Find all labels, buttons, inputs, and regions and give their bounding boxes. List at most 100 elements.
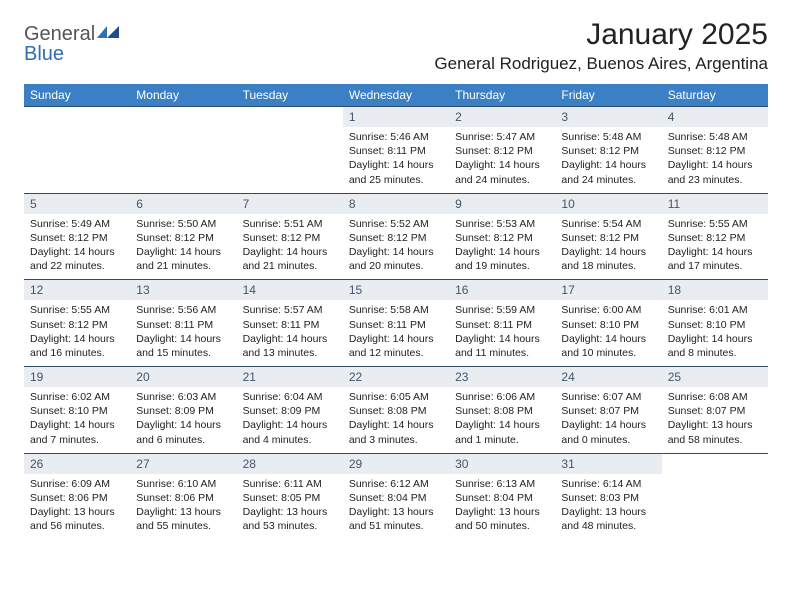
calendar-day-cell: 13Sunrise: 5:56 AMSunset: 8:11 PMDayligh… [130, 280, 236, 367]
calendar-day-cell: 9Sunrise: 5:53 AMSunset: 8:12 PMDaylight… [449, 193, 555, 280]
calendar-week-row: 5Sunrise: 5:49 AMSunset: 8:12 PMDaylight… [24, 193, 768, 280]
logo-word1: General [24, 23, 95, 45]
weekday-header: Sunday [24, 84, 130, 107]
day-details: Sunrise: 6:13 AMSunset: 8:04 PMDaylight:… [449, 474, 555, 540]
calendar-day-cell: 15Sunrise: 5:58 AMSunset: 8:11 PMDayligh… [343, 280, 449, 367]
day-number: 7 [237, 194, 343, 214]
day-number: 30 [449, 454, 555, 474]
weekday-header-row: SundayMondayTuesdayWednesdayThursdayFrid… [24, 84, 768, 107]
day-details: Sunrise: 6:12 AMSunset: 8:04 PMDaylight:… [343, 474, 449, 540]
weekday-header: Thursday [449, 84, 555, 107]
calendar-day-cell: 22Sunrise: 6:05 AMSunset: 8:08 PMDayligh… [343, 367, 449, 454]
calendar-day-cell [130, 107, 236, 194]
day-details: Sunrise: 5:52 AMSunset: 8:12 PMDaylight:… [343, 214, 449, 280]
calendar-day-cell: 7Sunrise: 5:51 AMSunset: 8:12 PMDaylight… [237, 193, 343, 280]
calendar-day-cell: 28Sunrise: 6:11 AMSunset: 8:05 PMDayligh… [237, 453, 343, 539]
calendar-day-cell: 19Sunrise: 6:02 AMSunset: 8:10 PMDayligh… [24, 367, 130, 454]
day-number: 4 [662, 107, 768, 127]
day-number: 19 [24, 367, 130, 387]
calendar-table: SundayMondayTuesdayWednesdayThursdayFrid… [24, 84, 768, 539]
calendar-day-cell: 1Sunrise: 5:46 AMSunset: 8:11 PMDaylight… [343, 107, 449, 194]
day-details: Sunrise: 6:02 AMSunset: 8:10 PMDaylight:… [24, 387, 130, 453]
weekday-header: Tuesday [237, 84, 343, 107]
day-details: Sunrise: 5:47 AMSunset: 8:12 PMDaylight:… [449, 127, 555, 193]
calendar-day-cell: 16Sunrise: 5:59 AMSunset: 8:11 PMDayligh… [449, 280, 555, 367]
day-number: 16 [449, 280, 555, 300]
day-details: Sunrise: 6:10 AMSunset: 8:06 PMDaylight:… [130, 474, 236, 540]
day-details: Sunrise: 5:50 AMSunset: 8:12 PMDaylight:… [130, 214, 236, 280]
day-number: 27 [130, 454, 236, 474]
calendar-day-cell: 25Sunrise: 6:08 AMSunset: 8:07 PMDayligh… [662, 367, 768, 454]
day-number: 14 [237, 280, 343, 300]
day-details: Sunrise: 6:05 AMSunset: 8:08 PMDaylight:… [343, 387, 449, 453]
calendar-day-cell: 11Sunrise: 5:55 AMSunset: 8:12 PMDayligh… [662, 193, 768, 280]
calendar-day-cell: 18Sunrise: 6:01 AMSunset: 8:10 PMDayligh… [662, 280, 768, 367]
day-number: 10 [555, 194, 661, 214]
day-number: 31 [555, 454, 661, 474]
calendar-day-cell: 30Sunrise: 6:13 AMSunset: 8:04 PMDayligh… [449, 453, 555, 539]
calendar-week-row: 12Sunrise: 5:55 AMSunset: 8:12 PMDayligh… [24, 280, 768, 367]
day-details: Sunrise: 6:09 AMSunset: 8:06 PMDaylight:… [24, 474, 130, 540]
day-number: 3 [555, 107, 661, 127]
logo-word2: Blue [24, 44, 119, 64]
day-details: Sunrise: 5:57 AMSunset: 8:11 PMDaylight:… [237, 300, 343, 366]
calendar-day-cell: 29Sunrise: 6:12 AMSunset: 8:04 PMDayligh… [343, 453, 449, 539]
weekday-header: Friday [555, 84, 661, 107]
weekday-header: Saturday [662, 84, 768, 107]
calendar-day-cell [24, 107, 130, 194]
logo: General Blue [24, 18, 119, 64]
day-details: Sunrise: 6:08 AMSunset: 8:07 PMDaylight:… [662, 387, 768, 453]
calendar-week-row: 1Sunrise: 5:46 AMSunset: 8:11 PMDaylight… [24, 107, 768, 194]
day-details: Sunrise: 5:54 AMSunset: 8:12 PMDaylight:… [555, 214, 661, 280]
day-details: Sunrise: 5:48 AMSunset: 8:12 PMDaylight:… [662, 127, 768, 193]
calendar-day-cell: 4Sunrise: 5:48 AMSunset: 8:12 PMDaylight… [662, 107, 768, 194]
day-number: 25 [662, 367, 768, 387]
calendar-day-cell: 23Sunrise: 6:06 AMSunset: 8:08 PMDayligh… [449, 367, 555, 454]
day-details: Sunrise: 5:55 AMSunset: 8:12 PMDaylight:… [24, 300, 130, 366]
calendar-day-cell: 31Sunrise: 6:14 AMSunset: 8:03 PMDayligh… [555, 453, 661, 539]
day-number: 11 [662, 194, 768, 214]
calendar-day-cell: 20Sunrise: 6:03 AMSunset: 8:09 PMDayligh… [130, 367, 236, 454]
day-details: Sunrise: 5:56 AMSunset: 8:11 PMDaylight:… [130, 300, 236, 366]
day-details: Sunrise: 5:59 AMSunset: 8:11 PMDaylight:… [449, 300, 555, 366]
day-details: Sunrise: 5:51 AMSunset: 8:12 PMDaylight:… [237, 214, 343, 280]
day-number: 28 [237, 454, 343, 474]
calendar-day-cell: 27Sunrise: 6:10 AMSunset: 8:06 PMDayligh… [130, 453, 236, 539]
day-number: 1 [343, 107, 449, 127]
calendar-day-cell: 12Sunrise: 5:55 AMSunset: 8:12 PMDayligh… [24, 280, 130, 367]
day-details: Sunrise: 6:11 AMSunset: 8:05 PMDaylight:… [237, 474, 343, 540]
calendar-day-cell [237, 107, 343, 194]
day-details: Sunrise: 5:46 AMSunset: 8:11 PMDaylight:… [343, 127, 449, 193]
day-number: 5 [24, 194, 130, 214]
day-number: 17 [555, 280, 661, 300]
day-number: 22 [343, 367, 449, 387]
calendar-week-row: 19Sunrise: 6:02 AMSunset: 8:10 PMDayligh… [24, 367, 768, 454]
calendar-day-cell: 26Sunrise: 6:09 AMSunset: 8:06 PMDayligh… [24, 453, 130, 539]
calendar-day-cell: 5Sunrise: 5:49 AMSunset: 8:12 PMDaylight… [24, 193, 130, 280]
calendar-day-cell: 10Sunrise: 5:54 AMSunset: 8:12 PMDayligh… [555, 193, 661, 280]
day-details: Sunrise: 6:00 AMSunset: 8:10 PMDaylight:… [555, 300, 661, 366]
day-number: 20 [130, 367, 236, 387]
day-details: Sunrise: 6:04 AMSunset: 8:09 PMDaylight:… [237, 387, 343, 453]
day-number: 18 [662, 280, 768, 300]
day-details: Sunrise: 5:55 AMSunset: 8:12 PMDaylight:… [662, 214, 768, 280]
day-details: Sunrise: 5:53 AMSunset: 8:12 PMDaylight:… [449, 214, 555, 280]
calendar-day-cell: 14Sunrise: 5:57 AMSunset: 8:11 PMDayligh… [237, 280, 343, 367]
day-number: 26 [24, 454, 130, 474]
calendar-day-cell: 17Sunrise: 6:00 AMSunset: 8:10 PMDayligh… [555, 280, 661, 367]
calendar-day-cell: 21Sunrise: 6:04 AMSunset: 8:09 PMDayligh… [237, 367, 343, 454]
day-details: Sunrise: 6:06 AMSunset: 8:08 PMDaylight:… [449, 387, 555, 453]
calendar-day-cell: 8Sunrise: 5:52 AMSunset: 8:12 PMDaylight… [343, 193, 449, 280]
logo-flag-icon [97, 24, 119, 44]
day-details: Sunrise: 5:58 AMSunset: 8:11 PMDaylight:… [343, 300, 449, 366]
calendar-week-row: 26Sunrise: 6:09 AMSunset: 8:06 PMDayligh… [24, 453, 768, 539]
weekday-header: Monday [130, 84, 236, 107]
day-number: 21 [237, 367, 343, 387]
day-number: 6 [130, 194, 236, 214]
day-details: Sunrise: 5:48 AMSunset: 8:12 PMDaylight:… [555, 127, 661, 193]
calendar-day-cell: 2Sunrise: 5:47 AMSunset: 8:12 PMDaylight… [449, 107, 555, 194]
day-number: 29 [343, 454, 449, 474]
day-details: Sunrise: 6:14 AMSunset: 8:03 PMDaylight:… [555, 474, 661, 540]
day-number: 13 [130, 280, 236, 300]
header: General Blue January 2025 General Rodrig… [24, 18, 768, 74]
